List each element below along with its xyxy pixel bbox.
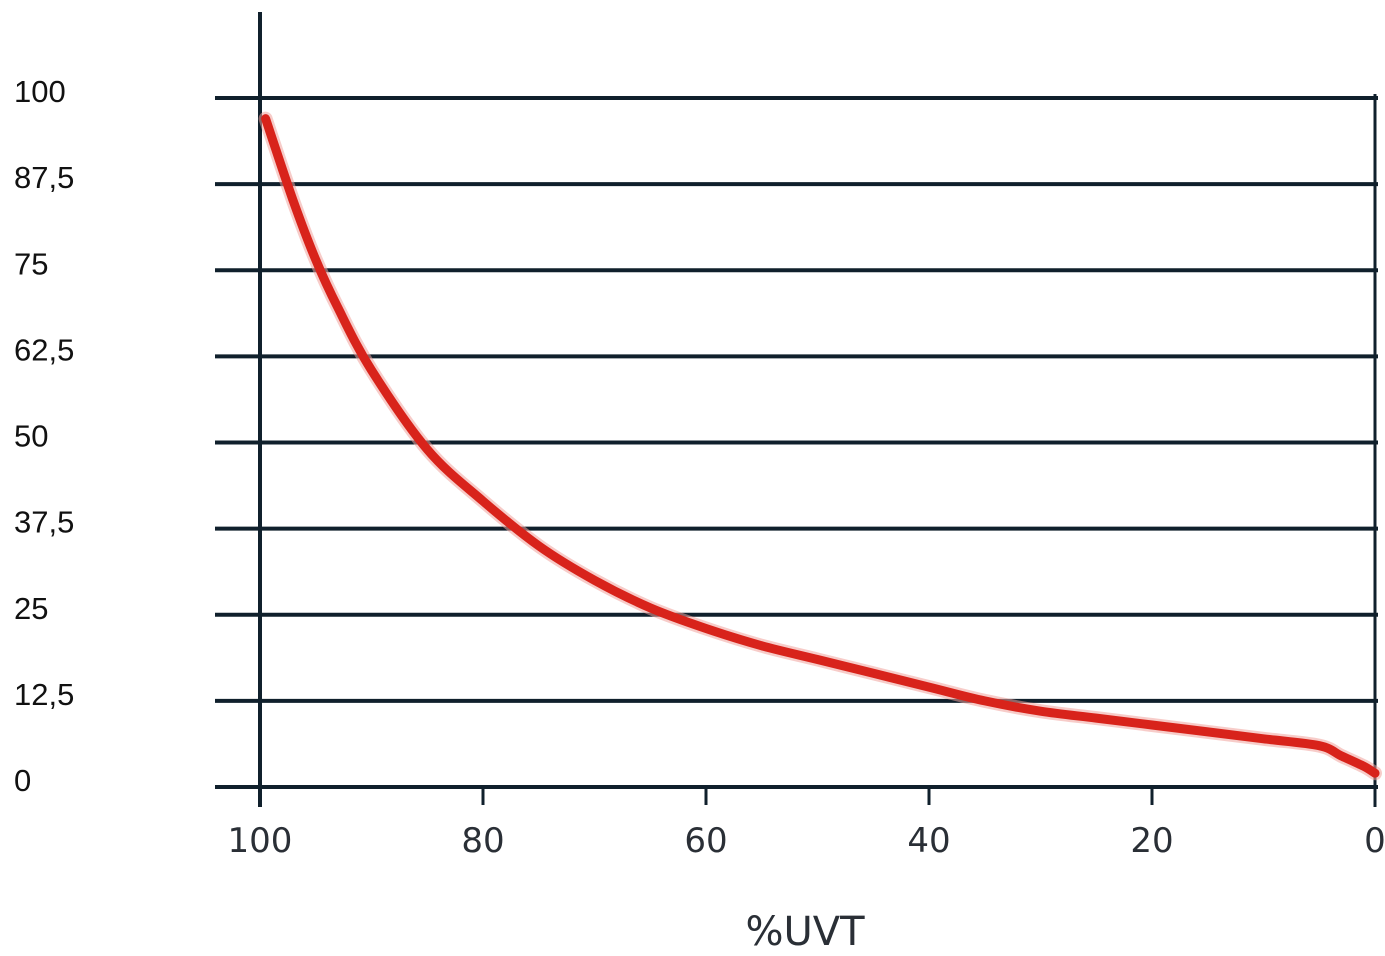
- y-tick-label: 100: [14, 74, 66, 109]
- y-tick-label: 87,5: [14, 160, 74, 195]
- x-tick-label: 60: [684, 821, 727, 861]
- grid-lines: [215, 96, 1378, 789]
- y-tick-label: 75: [14, 246, 48, 281]
- y-tick-label: 62,5: [14, 332, 74, 367]
- x-tick-label: 20: [1130, 821, 1173, 861]
- y-tick-label: 50: [14, 419, 48, 454]
- series-line-glow: [258, 111, 1382, 781]
- y-tick-label: 12,5: [14, 677, 74, 712]
- x-tick-label: 0: [1364, 821, 1385, 861]
- y-tick-label: 37,5: [14, 505, 74, 540]
- x-tick-label: 40: [907, 821, 950, 861]
- y-tick-labels: 0 12,5 25 37,5 50 62,5 75 87,5 100: [14, 74, 74, 798]
- axes: [258, 12, 1377, 807]
- series-line: [261, 114, 1380, 778]
- x-tick-label: 80: [461, 821, 504, 861]
- y-tick-label: 0: [14, 763, 31, 798]
- x-tick-labels: 100 80 60 40 20 0: [228, 821, 1385, 861]
- x-tick-label: 100: [228, 821, 293, 861]
- series-layer: [258, 111, 1382, 781]
- x-axis-title: %UVT: [745, 909, 865, 955]
- y-tick-label: 25: [14, 591, 48, 626]
